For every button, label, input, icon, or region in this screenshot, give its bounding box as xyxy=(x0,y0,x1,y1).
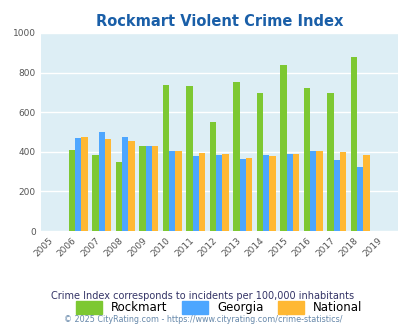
Legend: Rockmart, Georgia, National: Rockmart, Georgia, National xyxy=(71,296,367,319)
Bar xyxy=(168,151,175,231)
Bar xyxy=(333,160,339,231)
Title: Rockmart Violent Crime Index: Rockmart Violent Crime Index xyxy=(95,14,342,29)
Bar xyxy=(292,154,298,231)
Bar xyxy=(286,154,292,231)
Bar xyxy=(279,65,286,231)
Bar xyxy=(145,146,151,231)
Bar xyxy=(262,155,269,231)
Bar xyxy=(309,151,315,231)
Bar xyxy=(162,85,168,231)
Bar xyxy=(339,152,345,231)
Bar xyxy=(362,155,369,231)
Bar xyxy=(151,146,158,231)
Bar xyxy=(92,155,98,231)
Bar xyxy=(98,132,104,231)
Bar xyxy=(350,57,356,231)
Text: Crime Index corresponds to incidents per 100,000 inhabitants: Crime Index corresponds to incidents per… xyxy=(51,291,354,301)
Bar xyxy=(186,86,192,231)
Bar xyxy=(256,93,262,231)
Bar xyxy=(81,137,87,231)
Bar xyxy=(326,93,333,231)
Bar xyxy=(68,150,75,231)
Bar xyxy=(245,158,252,231)
Bar xyxy=(198,153,205,231)
Bar xyxy=(104,139,111,231)
Bar xyxy=(139,146,145,231)
Bar xyxy=(192,156,198,231)
Bar xyxy=(222,154,228,231)
Bar xyxy=(122,137,128,231)
Bar xyxy=(232,82,239,231)
Bar xyxy=(75,138,81,231)
Bar xyxy=(269,156,275,231)
Bar xyxy=(215,155,222,231)
Text: © 2025 CityRating.com - https://www.cityrating.com/crime-statistics/: © 2025 CityRating.com - https://www.city… xyxy=(64,315,341,324)
Bar xyxy=(128,141,134,231)
Bar xyxy=(209,122,215,231)
Bar xyxy=(315,151,322,231)
Bar xyxy=(239,159,245,231)
Bar xyxy=(175,151,181,231)
Bar xyxy=(303,88,309,231)
Bar xyxy=(115,162,122,231)
Bar xyxy=(356,167,362,231)
